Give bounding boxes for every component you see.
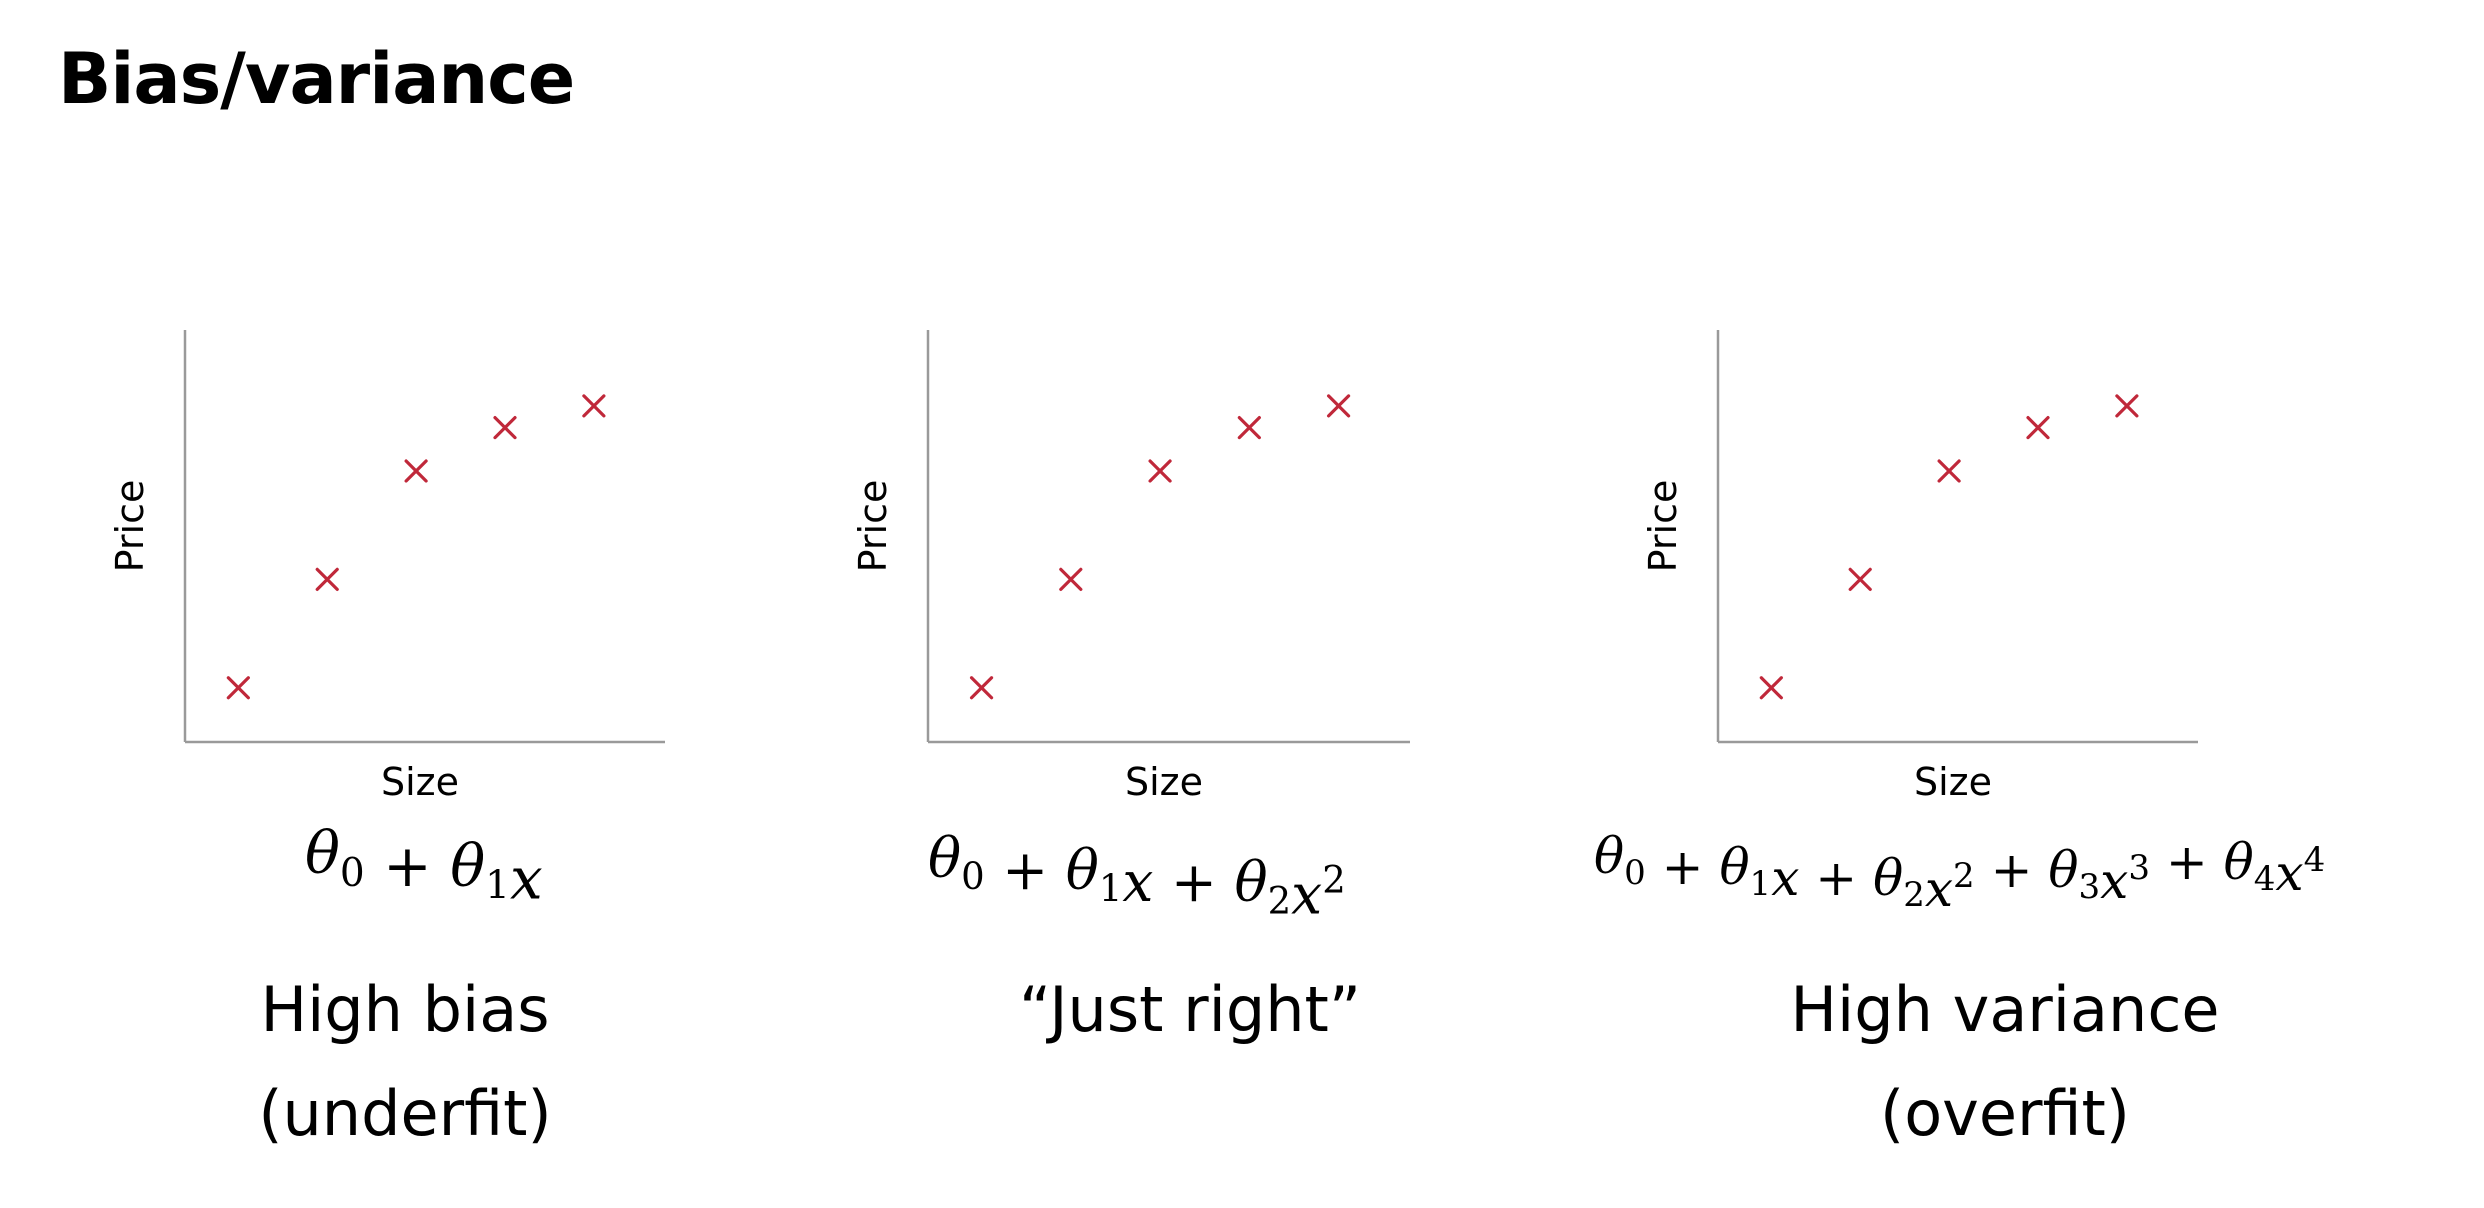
chart-2: Price Size θ0 + θ1x + θ2x2 [851, 330, 1410, 926]
caption-2: “Just right” [980, 958, 1400, 1062]
caption-1: High bias (underfit) [235, 958, 575, 1166]
slide-title: Bias/variance [58, 38, 575, 120]
chart-3-point-5 [2115, 394, 2139, 418]
chart-3-xlabel: Size [1914, 760, 1992, 804]
chart-2-point-5 [1326, 394, 1351, 418]
chart-3-point-2 [1848, 567, 1872, 591]
caption-1-line-1: High bias [260, 973, 550, 1046]
chart-3-formula: θ0 + θ1x + θ2x2 + θ3x3 + θ4x4 [1594, 827, 2325, 918]
chart-1-point-1 [226, 676, 250, 700]
caption-1-line-2: (underfit) [258, 1077, 552, 1150]
chart-3: Price Size θ0 + θ1x + θ2x2 + θ3x3 + θ4x4 [1594, 330, 2325, 918]
caption-2-line-1: “Just right” [1019, 973, 1361, 1046]
chart-1-formula: θ0 + θ1x [305, 819, 543, 913]
chart-1-point-5 [582, 394, 606, 418]
caption-3: High variance (overfit) [1745, 958, 2265, 1166]
chart-3-point-3 [1937, 459, 1961, 483]
caption-3-line-1: High variance [1790, 973, 2220, 1046]
chart-1: Price Size θ0 + θ1x [108, 330, 665, 913]
chart-2-point-4 [1237, 415, 1261, 440]
chart-1-point-2 [315, 567, 339, 591]
chart-2-point-2 [1059, 567, 1083, 591]
chart-3-point-4 [2026, 415, 2050, 440]
chart-3-ylabel: Price [1641, 480, 1685, 573]
chart-1-point-3 [404, 459, 428, 483]
chart-1-ylabel: Price [108, 480, 152, 573]
chart-2-point-1 [969, 676, 994, 700]
chart-2-formula: θ0 + θ1x + θ2x2 [928, 826, 1346, 926]
caption-3-line-2: (overfit) [1880, 1077, 2130, 1150]
chart-3-point-1 [1759, 676, 1783, 700]
chart-2-ylabel: Price [851, 480, 895, 573]
chart-1-point-4 [493, 415, 517, 440]
chart-1-xlabel: Size [381, 760, 459, 804]
chart-2-xlabel: Size [1125, 760, 1203, 804]
chart-2-point-3 [1148, 459, 1172, 483]
